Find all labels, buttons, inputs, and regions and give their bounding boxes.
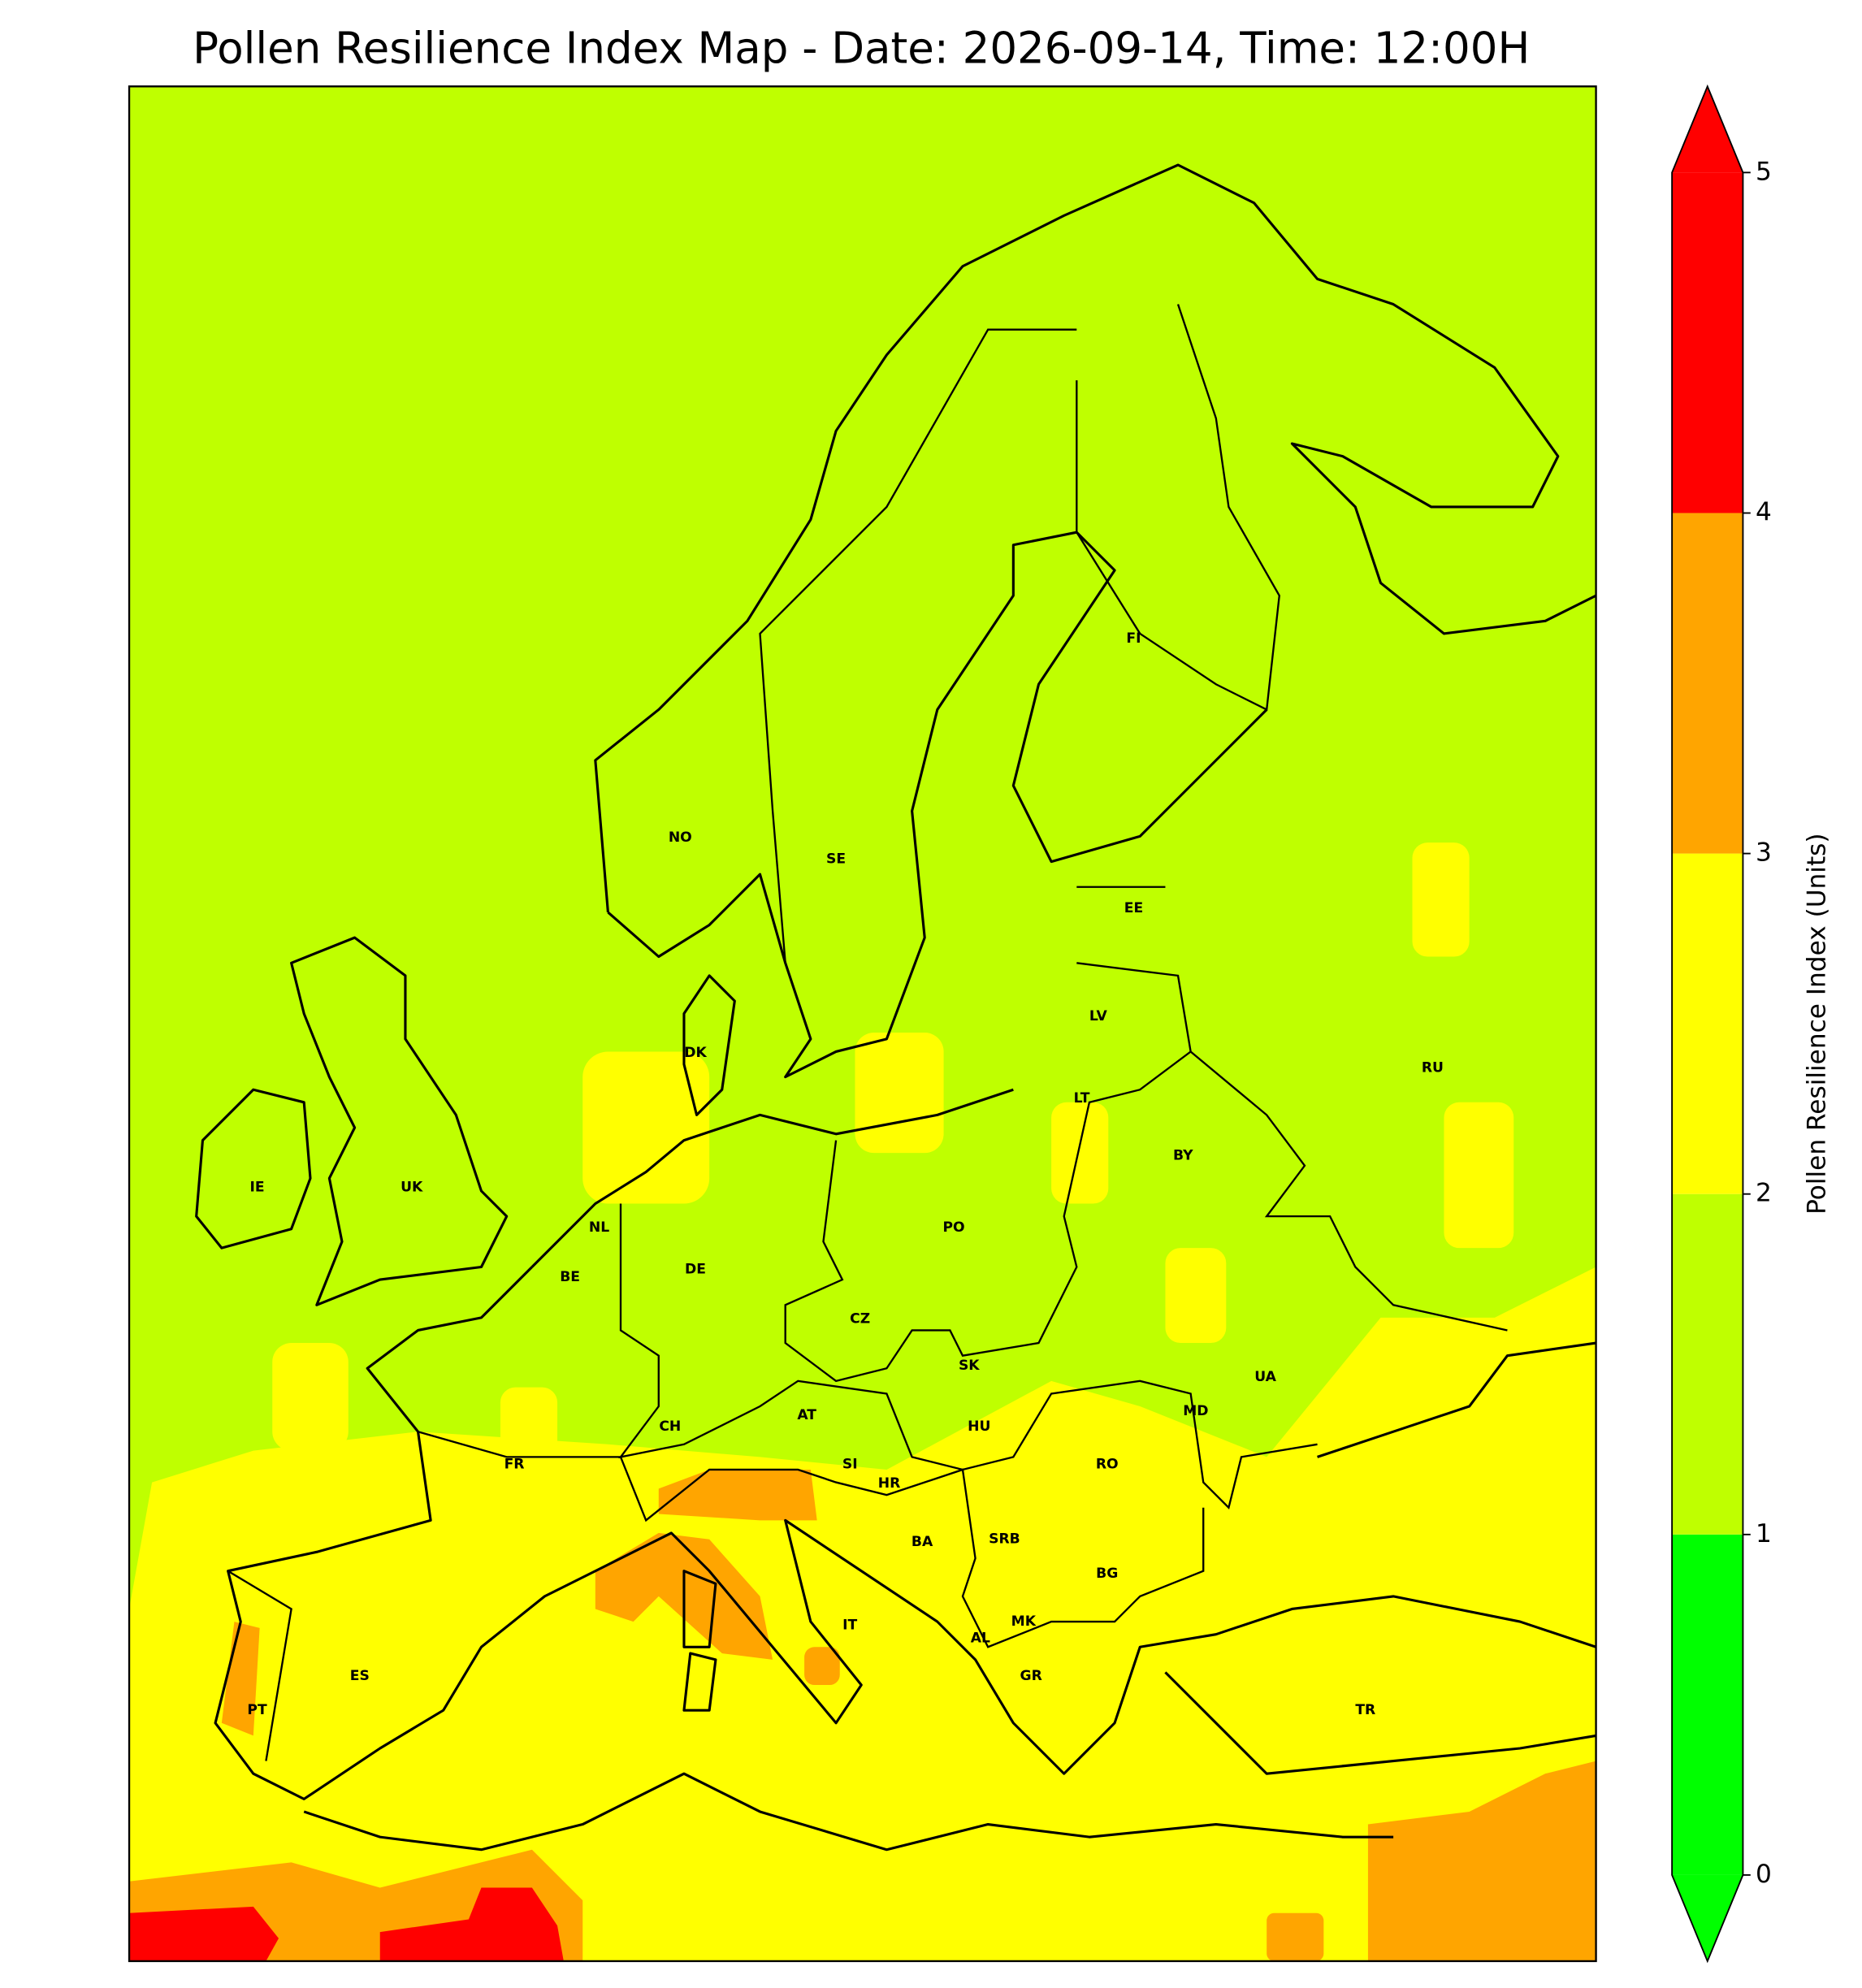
coast-black-sea [1317, 1341, 1596, 1458]
country-label: MK [1011, 1613, 1037, 1630]
country-label: SE [826, 851, 846, 867]
country-label: NL [589, 1219, 609, 1236]
border-south-central [618, 1203, 1318, 1510]
coastlines [195, 163, 1596, 1852]
colorbar-tick-label: 5 [1756, 157, 1772, 186]
country-label: ES [350, 1668, 370, 1684]
coast-ireland [195, 1088, 312, 1250]
country-label: BY [1173, 1147, 1193, 1163]
country-label: CZ [850, 1310, 870, 1327]
border-fr [418, 1431, 621, 1458]
colorbar: 0 1 2 3 4 5 [1671, 84, 1772, 1964]
country-label: DK [684, 1045, 707, 1061]
border-balkans [619, 1456, 1205, 1648]
colorbar-segment [1672, 513, 1743, 854]
country-label: CH [659, 1418, 681, 1435]
country-label: BG [1096, 1566, 1118, 1582]
red-areas [129, 1887, 564, 1961]
country-label: UA [1254, 1369, 1276, 1385]
coast-britain [290, 936, 509, 1306]
country-label: BA [912, 1534, 933, 1550]
coast-denmark [682, 974, 736, 1116]
border-baltics [1076, 886, 1192, 1052]
colorbar-tick-label: 3 [1756, 838, 1772, 868]
country-label: SI [842, 1457, 858, 1473]
country-label: FI [1126, 630, 1141, 647]
country-label: HU [968, 1418, 990, 1435]
country-label: TR [1355, 1702, 1375, 1718]
country-label: SK [959, 1358, 980, 1374]
colorbar-under [1672, 1874, 1743, 1961]
colorbar-tick-label: 2 [1756, 1179, 1772, 1208]
country-label: LV [1089, 1008, 1108, 1024]
coast-north-sea [530, 1088, 1014, 1268]
coast-baltic [607, 531, 1268, 1079]
country-label: AL [971, 1630, 990, 1646]
country-label: BE [560, 1269, 580, 1285]
country-label: NO [669, 829, 692, 846]
country-label: MD [1183, 1403, 1208, 1419]
colorbar-segment [1672, 172, 1743, 513]
coast-med-north [214, 1266, 1596, 1800]
country-label: HR [878, 1475, 901, 1492]
colorbar-tick-label: 1 [1756, 1519, 1772, 1548]
coast-turkey-south [1164, 1671, 1596, 1775]
colorbar-over [1672, 86, 1743, 173]
country-label: SRB [989, 1531, 1020, 1548]
border-es-pt [227, 1570, 292, 1761]
map-frame [128, 85, 1597, 1963]
country-label: IT [842, 1618, 857, 1634]
country-label: IE [249, 1179, 264, 1195]
border-no-se [759, 328, 1077, 964]
country-label: FR [504, 1457, 525, 1473]
chart-title: Pollen Resilience Index Map - Date: 2026… [193, 23, 1530, 73]
country-label: GR [1020, 1668, 1042, 1684]
country-label: RU [1422, 1060, 1444, 1076]
country-labels: NO SE FI EE LV LT RU BY DK IE UK NL BE DE PO CZ SK UA MD AT… [247, 630, 1444, 1718]
coast-corsica [682, 1570, 717, 1648]
colorbar-segment [1672, 1193, 1743, 1535]
border-fi [1076, 304, 1280, 712]
country-label: EE [1124, 900, 1143, 916]
country-label: AT [797, 1407, 816, 1423]
country-label: PO [942, 1219, 964, 1236]
country-label: DE [685, 1262, 706, 1278]
coast-africa [303, 1772, 1394, 1852]
colorbar-tick-label: 0 [1756, 1860, 1772, 1889]
country-label: PT [247, 1702, 267, 1718]
country-label: UK [401, 1179, 423, 1195]
colorbar-tick-label: 4 [1756, 497, 1772, 526]
country-label: LT [1074, 1090, 1090, 1107]
colorbar-segment [1672, 853, 1743, 1194]
map-fields [129, 842, 1596, 1961]
border-central [784, 1050, 1508, 1383]
colorbar-segment [1672, 1534, 1743, 1875]
borders [227, 304, 1508, 1761]
colorbar-label: Pollen Resilience Index (Units) [1802, 833, 1831, 1214]
coast-sardinia [682, 1652, 717, 1712]
coast-north [594, 163, 1596, 913]
yellow-areas [129, 842, 1596, 1961]
country-label: RO [1096, 1457, 1119, 1473]
